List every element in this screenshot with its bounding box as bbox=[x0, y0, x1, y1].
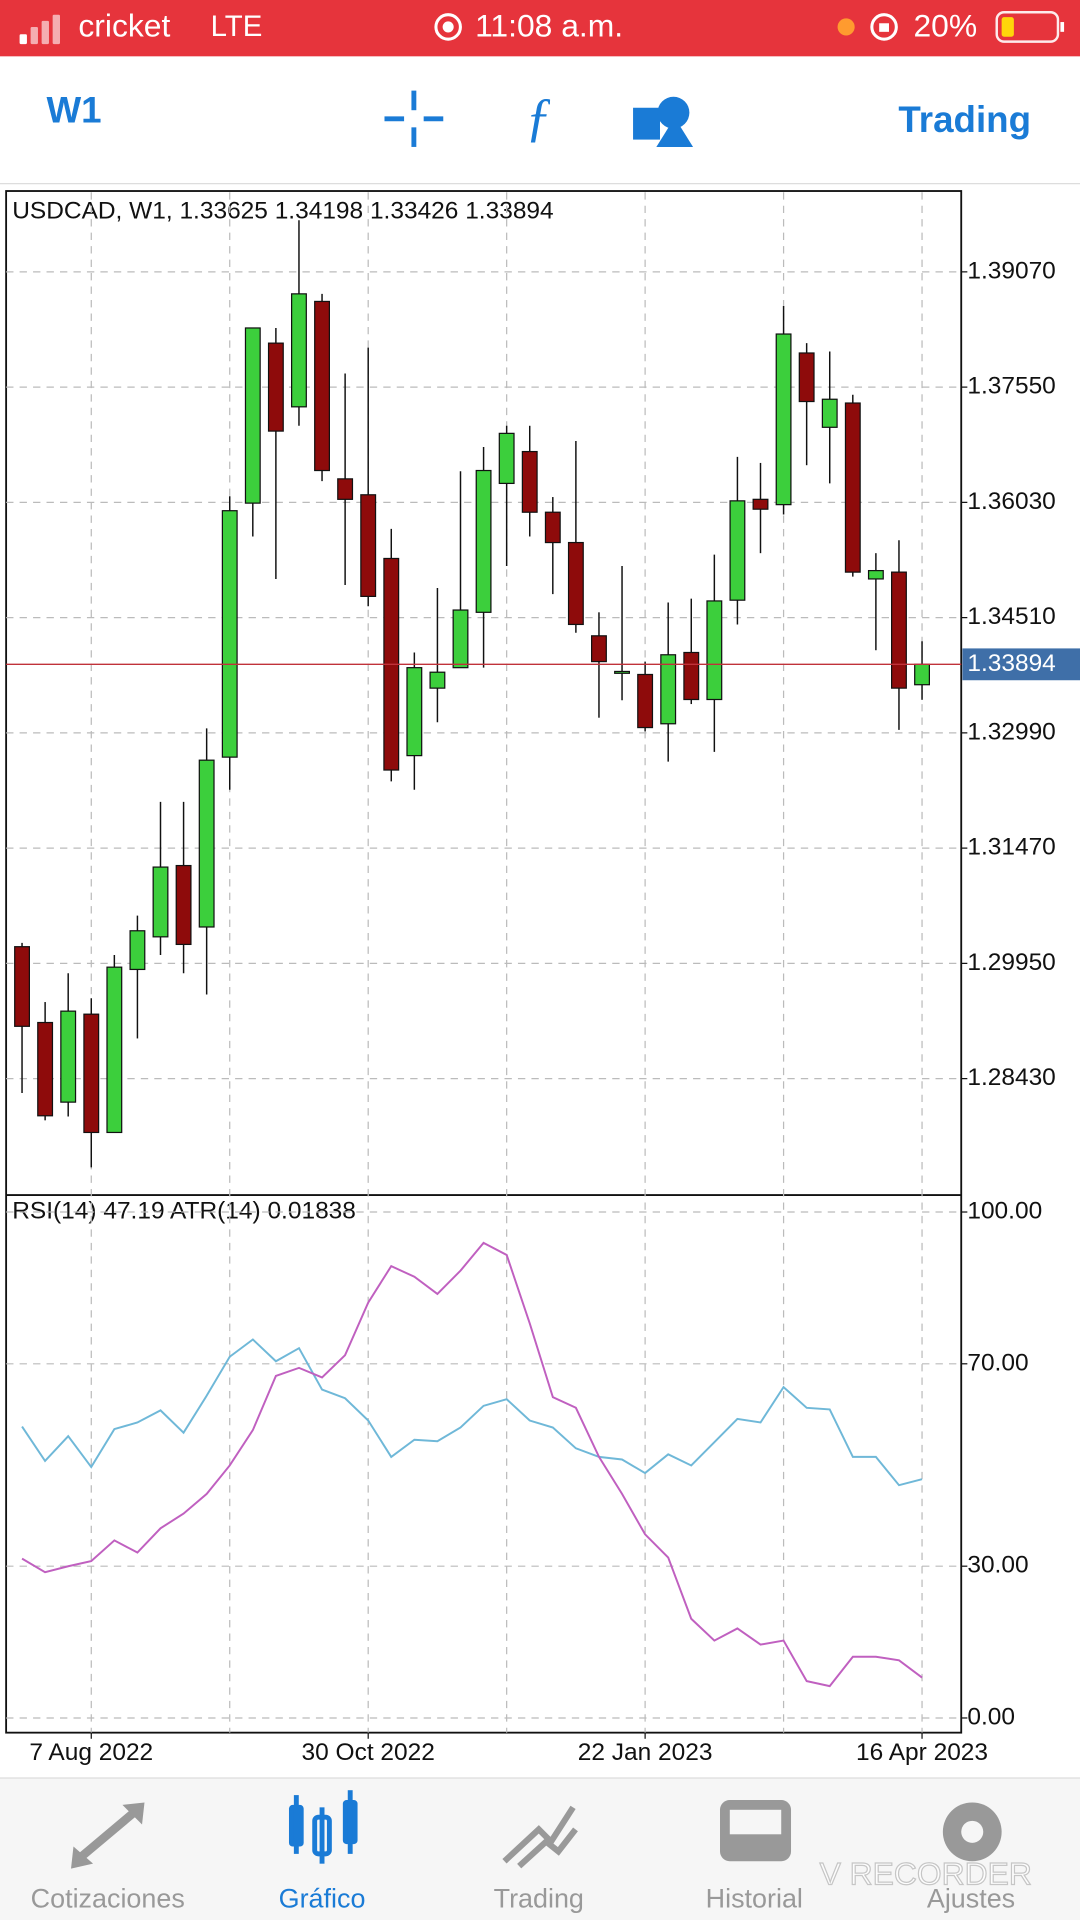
objects-button[interactable] bbox=[633, 96, 694, 147]
candle-body bbox=[37, 1021, 54, 1117]
candle-body bbox=[221, 510, 238, 758]
chart-title: USDCAD, W1, 1.33625 1.34198 1.33426 1.33… bbox=[12, 197, 553, 224]
y-tick-label: 70.00 bbox=[967, 1349, 1028, 1376]
tab-label[interactable]: Historial bbox=[706, 1884, 803, 1914]
watermark: V RECORDER bbox=[820, 1855, 1032, 1891]
candle-body bbox=[614, 670, 630, 674]
indicator-line bbox=[21, 1338, 923, 1487]
x-tick-label: 22 Jan 2023 bbox=[578, 1739, 713, 1766]
candle-body bbox=[291, 293, 307, 408]
candle-body bbox=[452, 609, 469, 669]
candle-body bbox=[129, 930, 146, 971]
y-tick-label: 1.37550 bbox=[967, 373, 1055, 400]
candle-body bbox=[591, 635, 607, 663]
last-price-label: 1.33894 bbox=[967, 650, 1055, 677]
candle-body bbox=[521, 450, 538, 513]
candle-body bbox=[60, 1010, 77, 1103]
candle-body bbox=[891, 571, 907, 689]
y-tick-label: 1.32990 bbox=[967, 718, 1055, 745]
candle-body bbox=[429, 671, 446, 689]
tab-label[interactable]: Gráfico bbox=[279, 1884, 366, 1914]
candle-body bbox=[914, 663, 930, 686]
x-tick-label: 7 Aug 2022 bbox=[29, 1739, 153, 1766]
x-tick-label: 16 Apr 2023 bbox=[856, 1739, 988, 1766]
quotes-icon bbox=[71, 1802, 145, 1869]
timeframe-button[interactable]: W1 bbox=[47, 89, 102, 130]
tabs: Cotizaciones Gráfico Trading Historial Ajust… bbox=[31, 1884, 1015, 1914]
candle-body bbox=[198, 759, 215, 928]
tab-label[interactable]: Ajustes bbox=[927, 1884, 1015, 1914]
battery-icon bbox=[995, 11, 1065, 43]
candle-body bbox=[475, 469, 492, 613]
chart-icon bbox=[288, 1790, 358, 1864]
candle-body bbox=[752, 498, 769, 510]
indicators-button[interactable]: ƒ bbox=[525, 87, 552, 147]
candle-body bbox=[267, 342, 284, 432]
y-tick-label: 1.29950 bbox=[967, 949, 1055, 976]
y-tick-label: 1.34510 bbox=[967, 603, 1055, 630]
record-icon bbox=[434, 13, 462, 41]
history-icon bbox=[720, 1800, 792, 1862]
rotation-lock-icon bbox=[870, 13, 898, 41]
y-tick-label: 1.39070 bbox=[967, 257, 1055, 284]
candle-body bbox=[337, 478, 354, 500]
candle-body bbox=[360, 494, 377, 597]
y-tick-label: 30.00 bbox=[967, 1552, 1028, 1579]
candle-body bbox=[314, 300, 330, 472]
candle-body bbox=[798, 352, 815, 403]
last-price-box bbox=[962, 648, 1080, 681]
indicator-title: RSI(14) 47.19 ATR(14) 0.01838 bbox=[12, 1198, 356, 1225]
candle-body bbox=[544, 511, 561, 544]
trading-button[interactable]: Trading bbox=[898, 99, 1031, 140]
carrier: cricket bbox=[78, 8, 170, 44]
candle-body bbox=[244, 327, 261, 504]
signal-icon bbox=[19, 14, 60, 45]
candle-body bbox=[567, 541, 584, 626]
x-tick-label: 30 Oct 2022 bbox=[302, 1739, 435, 1766]
plot-area: 1.39070 1.37550 1.36030 1.34510 1.32990 1.314… bbox=[6, 192, 1080, 1766]
candle-body bbox=[498, 432, 515, 485]
y-tick-label: 0.00 bbox=[967, 1703, 1015, 1730]
y-tick-label: 1.36030 bbox=[967, 488, 1055, 515]
candle-body bbox=[844, 402, 861, 573]
y-tick-label: 1.31470 bbox=[967, 834, 1055, 861]
candle-body bbox=[152, 866, 169, 938]
candle-body bbox=[867, 569, 884, 580]
crosshair-button[interactable] bbox=[384, 90, 444, 147]
candle-body bbox=[637, 673, 654, 729]
candle-body bbox=[821, 398, 838, 428]
indicator-line bbox=[21, 1241, 923, 1688]
chart-frame bbox=[5, 190, 963, 1734]
candle-body bbox=[706, 600, 723, 701]
tab-label[interactable]: Trading bbox=[494, 1884, 584, 1914]
status-bar bbox=[0, 0, 1080, 57]
privacy-dot bbox=[837, 18, 855, 36]
trading-icon bbox=[502, 1805, 578, 1869]
candle-body bbox=[775, 333, 792, 506]
candle-body bbox=[729, 500, 746, 601]
candle-body bbox=[106, 966, 123, 1134]
clock: 11:08 a.m. bbox=[475, 8, 623, 44]
y-tick-label: 100.00 bbox=[967, 1197, 1042, 1224]
candle-body bbox=[14, 946, 30, 1027]
candle-body bbox=[406, 667, 423, 757]
battery-percent: 20% bbox=[913, 8, 977, 44]
tab-label[interactable]: Cotizaciones bbox=[31, 1884, 185, 1914]
y-tick-label: 1.28430 bbox=[967, 1064, 1055, 1091]
settings-icon bbox=[942, 1802, 1002, 1862]
network: LTE bbox=[211, 10, 263, 43]
candle-body bbox=[660, 654, 677, 725]
candle-body bbox=[683, 651, 700, 701]
candle-body bbox=[83, 1013, 100, 1134]
candle-body bbox=[175, 864, 192, 946]
